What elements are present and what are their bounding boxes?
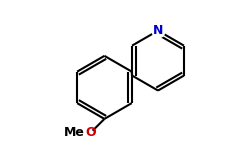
Text: Me: Me <box>64 126 84 139</box>
Text: N: N <box>152 24 163 37</box>
Text: O: O <box>85 126 96 139</box>
